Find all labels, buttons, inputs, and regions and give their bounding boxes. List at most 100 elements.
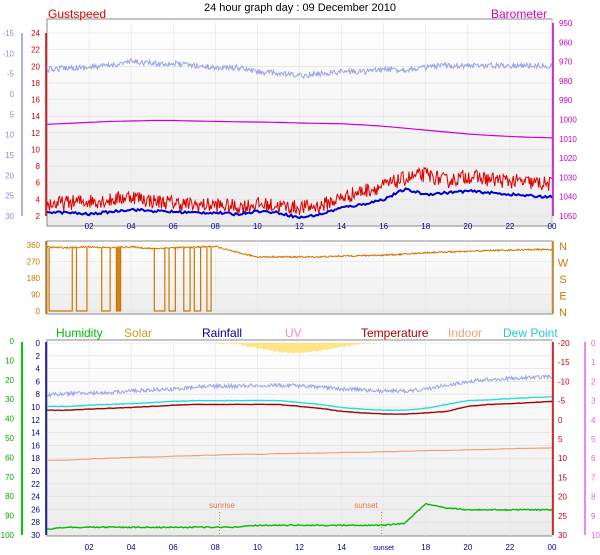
tick-label: 18 <box>31 454 40 463</box>
tick-label: 360 <box>27 241 41 250</box>
page-title: 24 hour graph day : 09 December 2010 <box>204 2 396 14</box>
series-gustspeed <box>46 166 553 215</box>
panel-climate-axes: 0102030405060708090100024681012141618202… <box>1 337 600 552</box>
tick-label: 10 <box>253 222 262 231</box>
tick-label: 14 <box>337 543 346 552</box>
tick-label: 50 <box>5 434 14 443</box>
tick-label: 04 <box>127 543 136 552</box>
legend-dew-point: Dew Point <box>503 326 558 340</box>
tick-label: 30 <box>558 531 567 540</box>
direction-dip <box>193 247 202 312</box>
tick-label: 12 <box>295 222 304 231</box>
tick-label: -10 <box>2 49 14 58</box>
tick-label: 20 <box>5 171 14 180</box>
tick-label: 02 <box>85 543 94 552</box>
tick-label: 12 <box>295 543 304 552</box>
tick-label: 970 <box>559 58 573 67</box>
tick-label: 960 <box>559 38 573 47</box>
tick-label: 24 <box>31 29 40 38</box>
tick-label: 22 <box>31 480 40 489</box>
tick-label: 80 <box>5 492 14 501</box>
tick-label: 7 <box>591 473 596 482</box>
tick-label: 14 <box>31 112 40 121</box>
tick-label: 08 <box>211 543 220 552</box>
tick-label: 20 <box>463 222 472 231</box>
tick-label: 15 <box>5 151 14 160</box>
tick-label: 3 <box>591 397 596 406</box>
tick-label: 180 <box>27 274 41 283</box>
tick-label: 14 <box>337 222 346 231</box>
tick-label: 8 <box>36 162 41 171</box>
series-solar <box>47 343 552 354</box>
series-lavender <box>46 374 553 399</box>
barometer-title: Barometer <box>491 7 547 21</box>
tick-label: 2 <box>36 212 41 221</box>
compass-label: W <box>558 258 569 270</box>
series-humidity <box>46 502 553 531</box>
tick-label: 6 <box>36 377 41 386</box>
tick-label: 10 <box>5 131 14 140</box>
direction-dip <box>101 247 111 312</box>
tick-label: 30 <box>31 531 40 540</box>
tick-label: 20 <box>5 376 14 385</box>
tick-label: 5 <box>558 435 563 444</box>
tick-label: 25 <box>5 192 14 201</box>
tick-label: 18 <box>421 543 430 552</box>
tick-label: 60 <box>5 453 14 462</box>
series-indoor <box>46 447 553 461</box>
tick-label: 22 <box>505 543 514 552</box>
compass-label: N <box>559 241 567 253</box>
tick-label: 70 <box>5 473 14 482</box>
sunset-label: sunset <box>354 501 378 510</box>
tick-label: 6 <box>36 179 41 188</box>
tick-label: 10 <box>558 454 567 463</box>
panel-wind-grid <box>47 19 553 226</box>
tick-label: 10 <box>31 145 40 154</box>
direction-dip <box>48 247 73 312</box>
tick-label: 15 <box>558 473 567 482</box>
tick-label: 0 <box>591 339 596 348</box>
tick-label: 8 <box>591 493 596 502</box>
sunrise-label: sunrise <box>209 501 235 510</box>
series-windspeed <box>46 187 553 220</box>
tick-label: 1020 <box>559 154 577 163</box>
legend: Humidity Solar Rainfall UV Temperature I… <box>56 326 558 340</box>
tick-label: 16 <box>379 222 388 231</box>
tick-label: 100 <box>1 531 15 540</box>
tick-label: 30 <box>5 212 14 221</box>
tick-label: -15 <box>2 29 14 38</box>
tick-label: -5 <box>558 397 566 406</box>
legend-temperature: Temperature <box>361 326 429 340</box>
direction-dip <box>206 247 212 312</box>
series-direction <box>46 245 553 259</box>
tick-label: 1 <box>591 358 596 367</box>
tick-label: 2 <box>36 352 41 361</box>
panel-direction-series <box>46 245 553 312</box>
tick-label: 950 <box>559 19 573 28</box>
tick-label: 26 <box>31 505 40 514</box>
tick-label: 18 <box>421 222 430 231</box>
tick-label: 20 <box>31 62 40 71</box>
tick-label: 5 <box>591 435 596 444</box>
tick-label: 10 <box>5 356 14 365</box>
tick-label: 90 <box>31 291 40 300</box>
panel-climate-series <box>46 343 553 535</box>
tick-label: 00 <box>548 543 557 552</box>
tick-label: -10 <box>558 377 570 386</box>
panel-direction-grid <box>47 241 553 314</box>
tick-label: 20 <box>31 467 40 476</box>
tick-label: -20 <box>558 339 570 348</box>
tick-label: 4 <box>36 195 41 204</box>
tick-label: 0 <box>36 339 41 348</box>
direction-block <box>116 247 121 311</box>
tick-label: -5 <box>7 70 15 79</box>
direction-dip <box>183 247 191 312</box>
direction-dip <box>168 247 176 312</box>
tick-label: 22 <box>505 222 514 231</box>
tick-label: 02 <box>85 222 94 231</box>
tick-label: 06 <box>169 543 178 552</box>
legend-humidity: Humidity <box>56 326 103 340</box>
tick-label: 16 <box>31 96 40 105</box>
tick-label: -15 <box>558 358 570 367</box>
